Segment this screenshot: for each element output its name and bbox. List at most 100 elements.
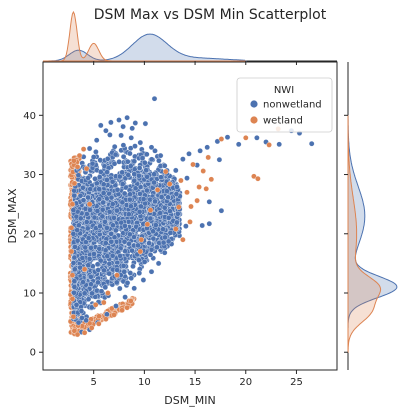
nonwetland-point: [86, 256, 93, 262]
nonwetland-point: [180, 156, 186, 162]
nonwetland-y-kde: [347, 115, 398, 353]
nonwetland-point: [131, 285, 137, 292]
nonwetland-point: [204, 144, 210, 151]
nonwetland-point: [98, 169, 104, 175]
nonwetland-point: [96, 245, 103, 252]
wetland-point: [81, 329, 88, 336]
nonwetland-point: [89, 160, 96, 167]
y-axis-ticks: 0 10 20 30 40: [23, 111, 43, 359]
nonwetland-point: [100, 190, 107, 196]
nonwetland-point: [92, 294, 99, 300]
nonwetland-point: [112, 151, 119, 158]
nonwetland-point: [214, 138, 221, 145]
nonwetland-point: [197, 148, 203, 154]
wetland-point: [69, 201, 76, 207]
nonwetland-point: [120, 263, 127, 269]
wetland-point: [203, 186, 209, 192]
nonwetland-point: [136, 209, 143, 215]
nonwetland-point: [93, 137, 100, 143]
nonwetland-point: [121, 269, 128, 275]
x-axis-label: DSM_MIN: [164, 394, 215, 407]
nonwetland-point: [101, 267, 107, 274]
nonwetland-point: [92, 176, 98, 182]
wetland-point: [128, 298, 134, 304]
wetland-point: [188, 203, 194, 210]
nonwetland-point: [143, 167, 149, 173]
nonwetland-point: [85, 296, 92, 302]
nonwetland-point: [75, 319, 82, 326]
nonwetland-point: [165, 238, 172, 245]
nonwetland-point: [162, 234, 168, 241]
wetland-point: [166, 181, 173, 187]
legend-marker-nonwetland: [250, 100, 258, 108]
nonwetland-point: [140, 277, 147, 283]
wetland-point: [108, 305, 115, 312]
nonwetland-point: [206, 220, 213, 227]
nonwetland-point: [138, 203, 144, 210]
y-tick-label: 20: [23, 229, 36, 240]
wetland-point: [243, 135, 249, 141]
nonwetland-point: [132, 120, 139, 126]
nonwetland-point: [97, 223, 103, 230]
wetland-point: [105, 290, 111, 296]
nonwetland-point: [78, 308, 85, 314]
wetland-point: [71, 328, 78, 334]
nonwetland-point: [111, 215, 117, 221]
nonwetland-point: [118, 132, 124, 139]
nonwetland-point: [80, 279, 86, 285]
nonwetland-point: [154, 244, 160, 251]
nonwetland-point: [141, 259, 148, 265]
wetland-point: [81, 266, 88, 273]
nonwetland-point: [88, 245, 94, 251]
wetland-point: [68, 248, 75, 255]
nonwetland-point: [114, 186, 121, 193]
nonwetland-point: [106, 270, 112, 277]
wetland-point: [178, 177, 184, 184]
wetland-point: [144, 221, 151, 228]
nonwetland-point: [72, 244, 78, 250]
nonwetland-point: [174, 184, 180, 190]
nonwetland-point: [71, 289, 77, 296]
nonwetland-point: [206, 199, 213, 205]
nonwetland-point: [87, 207, 93, 213]
nonwetland-point: [183, 223, 189, 229]
nonwetland-point: [216, 156, 223, 163]
nonwetland-point: [148, 268, 155, 275]
nonwetland-point: [119, 181, 126, 187]
nonwetland-point: [132, 185, 139, 192]
nonwetland-point: [146, 240, 152, 246]
nonwetland-point: [160, 239, 167, 246]
nonwetland-point: [98, 288, 105, 294]
nonwetland-point: [137, 139, 144, 146]
nonwetland-point: [131, 177, 138, 184]
nonwetland-point: [71, 278, 78, 284]
nonwetland-point: [254, 135, 260, 141]
legend-title: NWI: [274, 85, 294, 96]
nonwetland-point: [106, 209, 113, 215]
joint-axes: 5 10 15 20 25 0 10 20 30 40: [23, 61, 338, 388]
nonwetland-point: [150, 235, 157, 242]
chart-title: DSM Max vs DSM Min Scatterplot: [94, 7, 327, 23]
nonwetland-point: [184, 175, 190, 181]
nonwetland-point: [96, 174, 103, 180]
wetland-point: [76, 152, 83, 159]
legend-label-nonwetland: nonwetland: [263, 100, 322, 111]
nonwetland-point: [113, 227, 119, 234]
wetland-point: [218, 136, 225, 142]
wetland-point: [114, 272, 120, 278]
nonwetland-point: [127, 270, 134, 276]
nonwetland-point: [123, 184, 129, 191]
x-tick-label: 20: [239, 377, 252, 388]
wetland-point: [147, 207, 154, 213]
x-tick-label: 25: [290, 377, 303, 388]
x-tick-label: 5: [91, 377, 97, 388]
nonwetland-point: [308, 140, 315, 147]
wetland-point: [187, 219, 193, 225]
nonwetland-point: [70, 207, 77, 213]
nonwetland-point: [142, 120, 149, 127]
wetland-point: [124, 304, 130, 311]
nonwetland-point: [199, 222, 205, 229]
nonwetland-point: [140, 196, 147, 202]
nonwetland-point: [127, 196, 133, 203]
